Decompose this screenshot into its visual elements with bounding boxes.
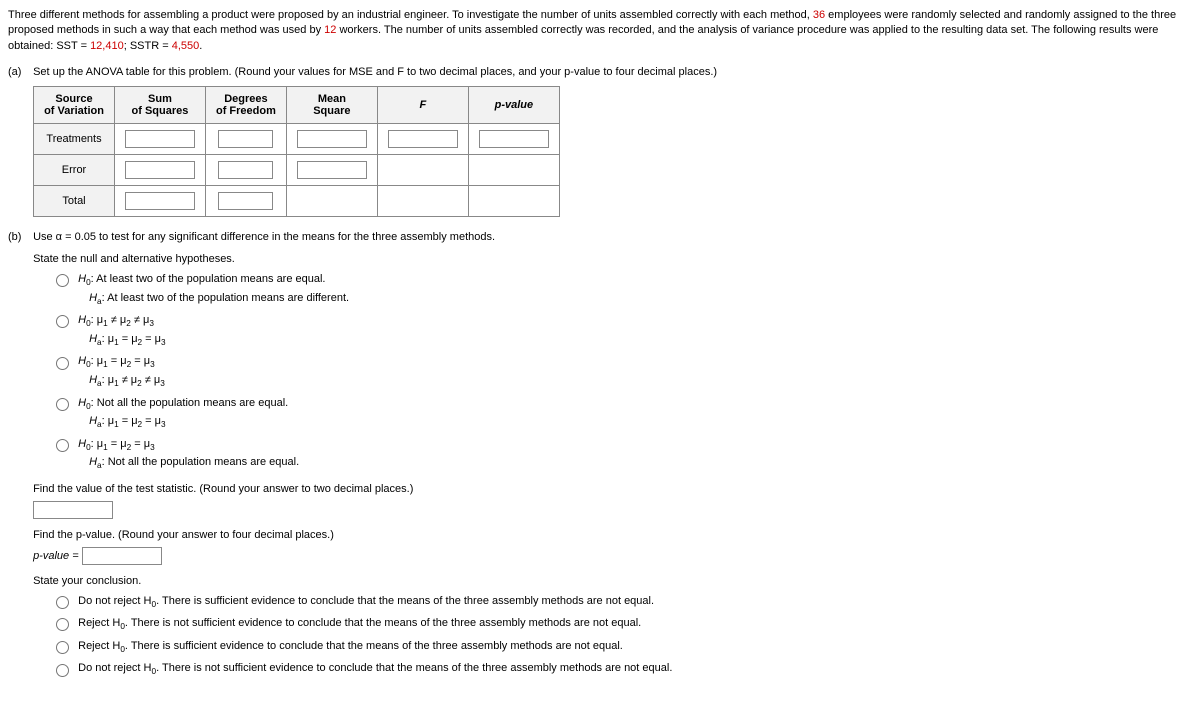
error-ss-input[interactable]: [125, 161, 195, 179]
row-total: Total: [34, 186, 115, 217]
col-df: Degrees of Freedom: [205, 87, 286, 124]
hyp-radio-3[interactable]: [56, 357, 69, 370]
hyp-radio-5[interactable]: [56, 439, 69, 452]
col-source: Source of Variation: [34, 87, 115, 124]
hyp-option-1[interactable]: H0: At least two of the population means…: [51, 271, 1191, 308]
part-b-prompt: Use α = 0.05 to test for any significant…: [33, 231, 1191, 243]
col-p: p-value: [468, 87, 559, 124]
total-df-input[interactable]: [218, 192, 273, 210]
problem-statement: Three different methods for assembling a…: [8, 8, 1192, 54]
hyp-option-4[interactable]: H0: Not all the population means are equ…: [51, 395, 1191, 432]
treat-ss-input[interactable]: [125, 130, 195, 148]
treat-f-input[interactable]: [388, 130, 458, 148]
pvalue-row: p-value =: [33, 547, 1191, 565]
hyp-option-5[interactable]: H0: μ1 = μ2 = μ3 Ha: Not all the populat…: [51, 436, 1191, 473]
col-f: F: [377, 87, 468, 124]
total-ss-input[interactable]: [125, 192, 195, 210]
col-ms: Mean Square: [286, 87, 377, 124]
hyp-option-3[interactable]: H0: μ1 = μ2 = μ3 Ha: μ1 ≠ μ2 ≠ μ3: [51, 353, 1191, 390]
treat-ms-input[interactable]: [297, 130, 367, 148]
anova-table: Source of Variation Sum of Squares Degre…: [33, 86, 560, 217]
error-df-input[interactable]: [218, 161, 273, 179]
state-hypotheses-heading: State the null and alternative hypothese…: [33, 253, 1191, 265]
treat-p-input[interactable]: [479, 130, 549, 148]
row-treatments: Treatments: [34, 124, 115, 155]
concl-option-4[interactable]: Do not reject H0. There is not sufficien…: [51, 660, 1191, 679]
find-test-stat: Find the value of the test statistic. (R…: [33, 483, 1191, 495]
hyp-radio-1[interactable]: [56, 274, 69, 287]
error-ms-input[interactable]: [297, 161, 367, 179]
concl-radio-2[interactable]: [56, 618, 69, 631]
concl-radio-3[interactable]: [56, 641, 69, 654]
hyp-radio-4[interactable]: [56, 398, 69, 411]
find-pvalue: Find the p-value. (Round your answer to …: [33, 529, 1191, 541]
test-stat-input[interactable]: [33, 501, 113, 519]
part-b-label: (b): [8, 231, 30, 243]
concl-option-2[interactable]: Reject H0. There is not sufficient evide…: [51, 615, 1191, 634]
conclusion-heading: State your conclusion.: [33, 575, 1191, 587]
concl-radio-1[interactable]: [56, 596, 69, 609]
treat-df-input[interactable]: [218, 130, 273, 148]
concl-radio-4[interactable]: [56, 664, 69, 677]
part-a-prompt: Set up the ANOVA table for this problem.…: [33, 66, 1191, 78]
part-a-label: (a): [8, 66, 30, 78]
concl-option-1[interactable]: Do not reject H0. There is sufficient ev…: [51, 593, 1191, 612]
col-ss: Sum of Squares: [114, 87, 205, 124]
pvalue-input[interactable]: [82, 547, 162, 565]
hyp-option-2[interactable]: H0: μ1 ≠ μ2 ≠ μ3 Ha: μ1 = μ2 = μ3: [51, 312, 1191, 349]
row-error: Error: [34, 155, 115, 186]
hyp-radio-2[interactable]: [56, 315, 69, 328]
concl-option-3[interactable]: Reject H0. There is sufficient evidence …: [51, 638, 1191, 657]
